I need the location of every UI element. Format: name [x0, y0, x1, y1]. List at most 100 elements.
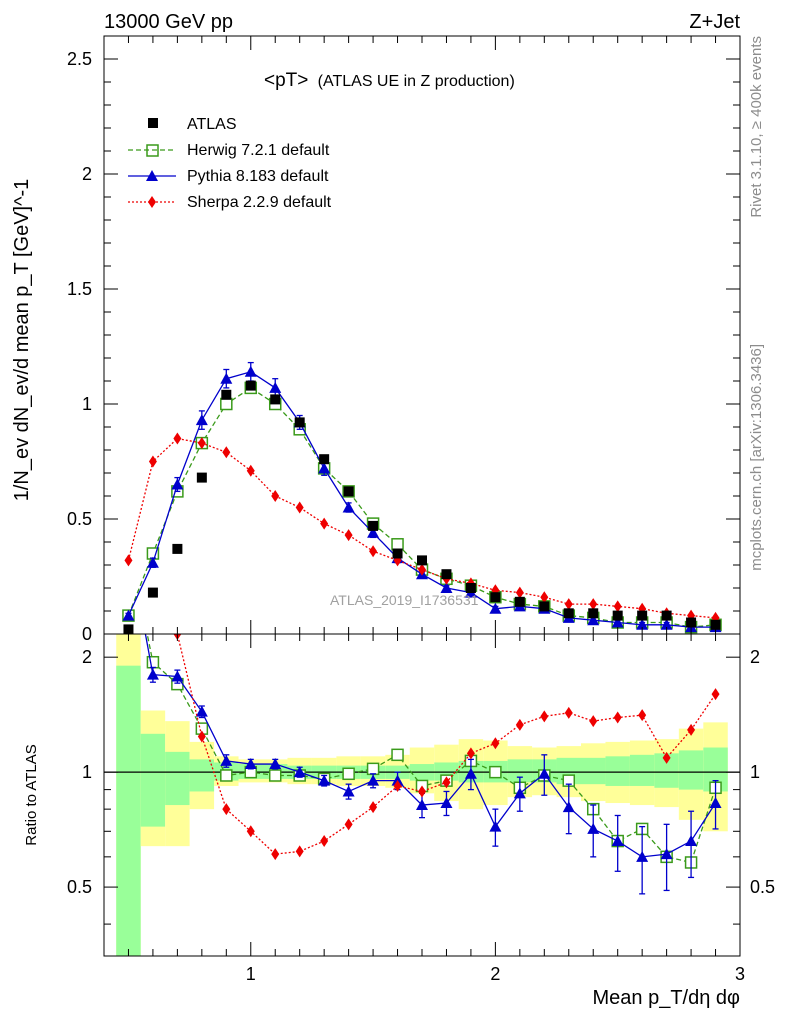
ratio-series-group	[122, 306, 722, 895]
band-inner-bin	[165, 751, 190, 806]
herwig-point	[342, 767, 355, 781]
legend-label-sherpa: Sherpa 2.2.9 default	[187, 194, 332, 211]
pythia-point	[318, 774, 331, 786]
y-axis-title-main: 1/N_ev dN_ev/d mean p_T [GeV]^-1	[11, 179, 33, 502]
sherpa-line	[127, 437, 716, 619]
atlas-point	[196, 472, 207, 483]
rivet-label: Rivet 3.1.10, ≥ 400k events	[748, 36, 765, 218]
sherpa-point	[344, 818, 353, 831]
sherpa-point	[589, 598, 598, 611]
sherpa-point	[418, 563, 426, 576]
sherpa-point	[246, 825, 255, 838]
pythia-point	[220, 372, 233, 384]
atlas-point	[588, 608, 599, 619]
ratio-panel-frame	[103, 633, 741, 957]
sherpa-point	[222, 446, 231, 459]
band-inner-bin	[581, 757, 606, 785]
herwig-point	[391, 748, 404, 762]
sherpa-point	[711, 688, 720, 701]
pythia-point	[318, 462, 331, 474]
band-inner-bin	[629, 754, 655, 786]
pythia-point	[122, 609, 135, 621]
legend-label-herwig: Herwig 7.2.1 default	[187, 142, 330, 159]
herwig-point	[123, 537, 134, 548]
legend-marker-sherpa	[148, 196, 156, 208]
pythia-point	[611, 835, 624, 847]
sherpa-point	[149, 528, 157, 540]
sherpa-point	[589, 715, 598, 728]
sherpa-point	[173, 432, 182, 445]
pythia-point	[587, 614, 600, 626]
pythia-point	[122, 536, 134, 547]
atlas-point	[661, 610, 672, 621]
pythia-point	[538, 767, 551, 779]
atlas-point	[637, 610, 648, 621]
tick-labels: 0 0.5 1 1.5 2 2.5 1 2 3 0.5 0.5 1 1 2 2	[67, 49, 775, 984]
band-inner-bin	[678, 750, 704, 790]
sherpa-point	[418, 785, 426, 798]
pythia-point	[611, 616, 624, 628]
sherpa-point	[613, 711, 622, 724]
sherpa-point	[491, 737, 500, 750]
sherpa-point	[222, 803, 231, 816]
sherpa-point	[515, 586, 524, 599]
sherpa-point	[662, 751, 671, 764]
legend-marker-atlas	[148, 118, 158, 128]
ratio-ytick-label-left: 2	[82, 647, 92, 667]
sherpa-point	[246, 464, 255, 477]
herwig-point	[220, 769, 233, 782]
band-inner-bin	[189, 759, 215, 792]
analysis-watermark: ATLAS_2019_I1736531	[330, 592, 479, 608]
pythia-point	[269, 758, 282, 770]
pythia-point	[636, 850, 649, 862]
pythia-point	[440, 582, 453, 593]
sherpa-point	[197, 437, 206, 450]
pythia-point	[293, 766, 306, 778]
sherpa-point	[540, 710, 549, 723]
atlas-point	[147, 587, 158, 598]
sherpa-point	[369, 801, 378, 814]
ratio-ytick-label-right: 1	[750, 762, 760, 782]
sherpa-point	[124, 306, 132, 318]
atlas-point	[221, 389, 232, 400]
band-inner-bin	[605, 756, 630, 786]
sherpa-point	[687, 723, 696, 736]
main-series-group	[122, 361, 722, 634]
sherpa-point	[320, 517, 329, 530]
sherpa-point	[442, 776, 451, 789]
pythia-point	[244, 758, 257, 770]
main-ytick-label: 2	[82, 164, 92, 184]
band-inner-bin	[507, 759, 533, 783]
legend-marker-herwig	[146, 144, 159, 157]
sherpa-point	[320, 835, 329, 848]
y-axis-title-ratio: Ratio to ATLAS	[23, 744, 40, 845]
sherpa-point	[540, 591, 549, 604]
chart-title: <pT> (ATLAS UE in Z production)	[264, 70, 515, 91]
atlas-point	[514, 596, 525, 607]
legend-marker-pythia	[146, 170, 158, 181]
main-ytick-label: 2.5	[67, 49, 92, 69]
atlas-point	[563, 608, 574, 619]
main-ytick-label: 1	[82, 394, 92, 414]
herwig-point	[146, 655, 160, 669]
pythia-point	[171, 478, 184, 490]
pythia-point	[220, 754, 233, 766]
sherpa-point	[197, 730, 206, 743]
pythia-point	[562, 801, 575, 813]
atlas-point	[612, 610, 623, 621]
pythia-point	[440, 797, 453, 809]
sherpa-point	[271, 848, 280, 861]
herwig-point	[366, 762, 380, 776]
atlas-point	[319, 454, 330, 465]
legend: ATLAS Herwig 7.2.1 default Pythia 8.183 …	[128, 116, 332, 211]
pythia-point	[464, 767, 477, 779]
pythia-point	[587, 822, 600, 834]
sherpa-point	[344, 529, 353, 542]
pythia-point	[244, 365, 257, 377]
herwig-point	[268, 769, 282, 782]
herwig-point	[489, 765, 502, 779]
sherpa-point	[295, 845, 304, 858]
chart-subtitle: (ATLAS UE in Z production)	[318, 73, 515, 90]
pythia-point	[367, 526, 380, 538]
ratio-xtick-label: 3	[735, 964, 745, 984]
